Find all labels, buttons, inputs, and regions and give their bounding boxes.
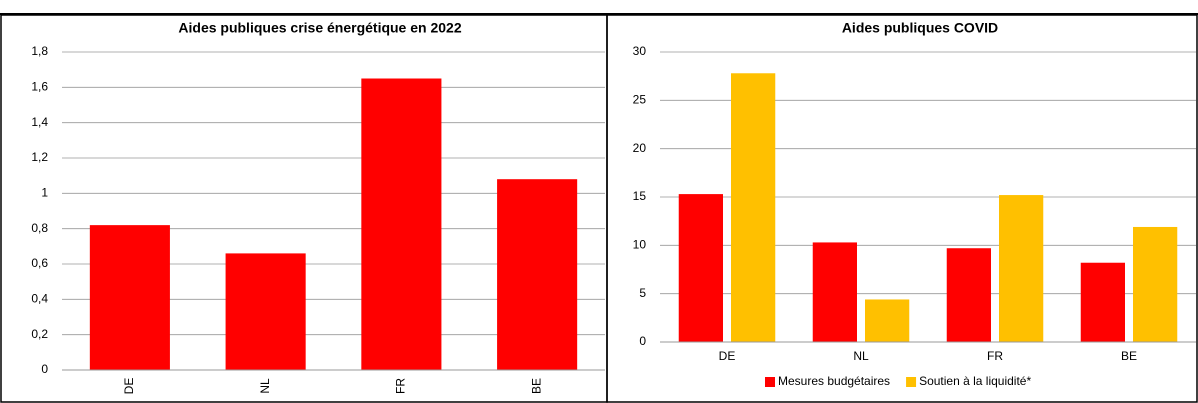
chart-title: Aides publiques COVID <box>842 20 998 36</box>
y-tick-label: 30 <box>633 44 647 58</box>
legend-label: Soutien à la liquidité* <box>919 374 1031 388</box>
y-tick-label: 0,2 <box>31 327 48 341</box>
x-tick-label: DE <box>122 378 136 395</box>
bar <box>1133 226 1178 342</box>
y-tick-label: 5 <box>639 286 646 300</box>
y-tick-label: 15 <box>633 189 647 203</box>
bar <box>1080 262 1125 342</box>
bar <box>497 179 578 370</box>
y-tick-label: 0 <box>41 362 48 376</box>
bar <box>678 194 723 342</box>
legend-label: Mesures budgétaires <box>778 374 890 388</box>
bar <box>865 299 910 342</box>
y-tick-label: 25 <box>633 93 647 107</box>
y-tick-label: 0,4 <box>31 292 48 306</box>
y-tick-label: 1,4 <box>31 115 48 129</box>
x-tick-label: BE <box>1121 349 1137 363</box>
y-tick-label: 0,6 <box>31 256 48 270</box>
legend-swatch <box>765 377 775 387</box>
legend-swatch <box>906 377 917 387</box>
bar <box>812 242 857 342</box>
x-tick-label: NL <box>258 378 272 394</box>
y-tick-label: 1,6 <box>31 80 48 94</box>
bar <box>731 73 776 343</box>
x-tick-label: FR <box>394 378 408 394</box>
y-tick-label: 0 <box>639 334 646 348</box>
bar <box>225 253 306 370</box>
bar <box>946 248 991 342</box>
x-tick-label: FR <box>987 349 1003 363</box>
y-tick-label: 1,2 <box>31 150 48 164</box>
bar <box>89 225 170 370</box>
y-tick-label: 10 <box>633 238 647 252</box>
x-tick-label: BE <box>529 378 543 394</box>
y-tick-label: 20 <box>633 141 647 155</box>
y-tick-label: 1,8 <box>31 44 48 58</box>
bar <box>999 195 1044 342</box>
bar <box>361 78 442 370</box>
x-tick-label: DE <box>719 349 736 363</box>
y-tick-label: 1 <box>41 186 48 200</box>
panel-border <box>606 14 1198 403</box>
chart-title: Aides publiques crise énergétique en 202… <box>178 20 461 36</box>
x-tick-label: NL <box>853 349 869 363</box>
y-tick-label: 0,8 <box>31 221 48 235</box>
